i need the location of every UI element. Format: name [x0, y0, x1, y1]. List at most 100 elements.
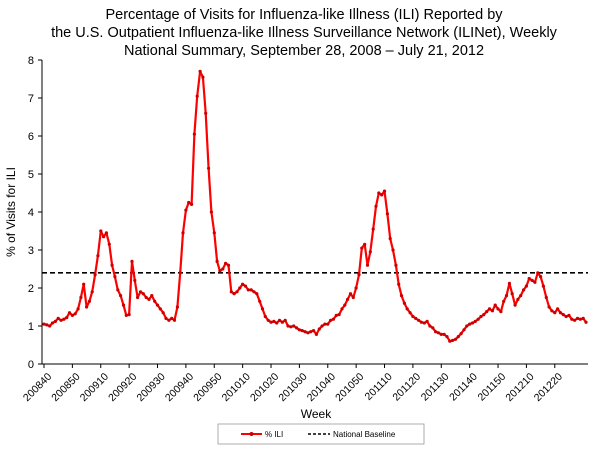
ili-data-point: [67, 311, 72, 315]
ili-data-point: [229, 290, 233, 294]
ili-data-point: [414, 316, 418, 320]
ili-data-point: [201, 75, 205, 79]
ili-data-point: [192, 132, 196, 136]
ili-data-point: [343, 303, 347, 307]
ili-data-point: [351, 295, 355, 300]
ili-data-point: [119, 294, 123, 298]
ili-data-point: [445, 335, 449, 339]
x-tick-label: 200920: [106, 371, 139, 404]
ili-data-point: [337, 313, 341, 317]
x-tick-label: 201210: [503, 371, 536, 404]
ili-data-point: [226, 263, 231, 267]
ili-data-point: [323, 322, 327, 326]
ili-data-point: [303, 330, 307, 334]
legend-ili-marker: [249, 432, 254, 436]
ili-data-point: [482, 313, 486, 317]
ili-data-point: [76, 307, 80, 311]
ili-data-point: [260, 307, 265, 311]
ili-data-point: [292, 324, 296, 328]
x-tick-label: 201050: [333, 371, 366, 404]
ili-data-point: [530, 278, 534, 282]
ili-data-point: [130, 259, 134, 263]
ili-data-point: [87, 299, 91, 303]
ili-data-point: [388, 237, 392, 241]
ili-data-point: [425, 319, 429, 323]
ili-data-point: [286, 324, 290, 328]
ili-data-point: [411, 314, 415, 319]
ili-data-point: [544, 295, 548, 300]
ili-data-point: [221, 267, 225, 271]
ili-data-point: [459, 332, 463, 336]
ili-data-point: [363, 242, 367, 246]
ili-data-point: [167, 318, 171, 322]
x-tick-label: 201110: [363, 371, 395, 403]
legend: % ILI National Baseline: [217, 423, 425, 445]
ili-data-point: [158, 307, 162, 311]
ili-data-point: [124, 313, 128, 317]
ili-data-point: [110, 263, 114, 267]
ili-data-point: [399, 294, 404, 298]
ili-data-point: [283, 318, 287, 322]
ili-data-point: [90, 290, 94, 294]
y-tick-label: 7: [28, 93, 34, 105]
ili-data-point: [476, 317, 480, 321]
ili-data-point: [258, 299, 262, 303]
ili-data-point: [215, 259, 219, 263]
x-tick-label: 200850: [49, 371, 82, 404]
ili-data-point: [539, 275, 543, 279]
ili-data-point: [113, 275, 117, 279]
ili-data-point: [502, 299, 506, 303]
ili-data-point: [153, 299, 157, 303]
ili-data-point: [331, 317, 335, 321]
ili-data-point: [45, 323, 49, 327]
chart-title-line-3: National Summary, September 28, 2008 – J…: [124, 43, 484, 59]
ili-data-point: [385, 212, 389, 216]
ili-data-point: [382, 189, 387, 193]
x-tick-label: 200940: [163, 371, 196, 404]
ili-data-point: [178, 271, 182, 275]
ili-data-point: [553, 311, 557, 315]
ili-data-point: [556, 307, 560, 311]
ili-data-point: [96, 254, 100, 258]
ili-data-point: [490, 309, 494, 313]
x-axis-ticks: 2008402008502009102009202009302009402009…: [21, 364, 565, 404]
ili-data-point: [493, 303, 497, 307]
ili-data-point: [269, 320, 273, 324]
ili-data-point: [468, 322, 472, 326]
ili-data-point: [346, 297, 350, 301]
y-tick-label: 2: [28, 283, 34, 295]
ili-data-point: [524, 284, 529, 288]
ili-data-point: [209, 210, 213, 214]
x-tick-label: 201140: [447, 371, 480, 404]
ili-data-point: [314, 332, 318, 336]
ili-data-point: [56, 316, 60, 320]
ili-data-point: [453, 337, 458, 341]
ili-data-point: [73, 312, 77, 316]
ili-data-point: [439, 332, 443, 336]
ili-data-point: [184, 208, 188, 212]
ili-data-point: [141, 292, 145, 296]
ili-data-point: [70, 313, 74, 317]
ili-data-point: [85, 305, 89, 309]
ili-data-point: [394, 263, 398, 267]
ili-data-point: [326, 322, 330, 326]
ili-data-point: [510, 292, 514, 296]
ili-data-point: [190, 202, 194, 206]
ili-data-point: [479, 314, 483, 319]
ili-data-point: [312, 329, 316, 333]
ili-data-point: [573, 318, 577, 322]
ili-data-point: [377, 191, 381, 195]
ili-data-point: [218, 269, 222, 273]
ili-data-point: [357, 273, 361, 277]
x-tick-label: 201040: [305, 371, 338, 404]
ili-data-point: [172, 318, 177, 322]
y-tick-label: 1: [28, 321, 34, 333]
chart-title-line-2: the U.S. Outpatient Influenza-like Illne…: [51, 25, 558, 41]
ili-data-point: [275, 321, 279, 325]
ili-data-point: [195, 94, 199, 98]
x-tick-label: 200930: [134, 371, 167, 404]
ili-data-point: [99, 229, 103, 233]
ili-data-point: [306, 331, 310, 335]
ili-data-point: [82, 282, 86, 286]
ili-data-point: [558, 311, 563, 315]
